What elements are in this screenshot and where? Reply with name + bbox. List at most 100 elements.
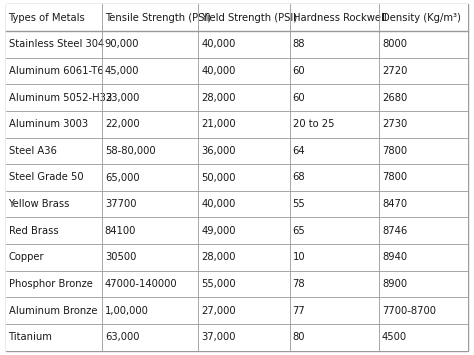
Bar: [6, 84, 102, 111]
Bar: [102, 31, 198, 58]
Text: 21,000: 21,000: [201, 119, 236, 129]
Text: 2680: 2680: [382, 93, 407, 103]
Text: 8470: 8470: [382, 199, 407, 209]
Bar: [290, 137, 379, 164]
Bar: [6, 218, 102, 244]
Text: 58-80,000: 58-80,000: [105, 146, 155, 156]
Text: Tensile Strength (PSI): Tensile Strength (PSI): [105, 12, 211, 23]
Bar: [290, 297, 379, 324]
Text: 63,000: 63,000: [105, 332, 139, 343]
Bar: [102, 111, 198, 137]
Text: 8000: 8000: [382, 39, 407, 49]
Bar: [102, 297, 198, 324]
Text: 2730: 2730: [382, 119, 407, 129]
Text: Hardness Rockwell: Hardness Rockwell: [292, 12, 386, 23]
Bar: [198, 271, 290, 297]
Bar: [290, 4, 379, 31]
Text: Aluminum 6061-T6: Aluminum 6061-T6: [9, 66, 103, 76]
Text: Phosphor Bronze: Phosphor Bronze: [9, 279, 92, 289]
Text: 28,000: 28,000: [201, 93, 236, 103]
Bar: [379, 4, 468, 31]
Text: 88: 88: [292, 39, 305, 49]
Bar: [198, 58, 290, 84]
Bar: [6, 191, 102, 218]
Bar: [290, 191, 379, 218]
Bar: [198, 31, 290, 58]
Bar: [379, 297, 468, 324]
Bar: [102, 84, 198, 111]
Text: 10: 10: [292, 252, 305, 262]
Text: 49,000: 49,000: [201, 226, 236, 236]
Bar: [102, 58, 198, 84]
Bar: [379, 218, 468, 244]
Bar: [379, 244, 468, 271]
Text: 7700-8700: 7700-8700: [382, 306, 436, 316]
Bar: [6, 111, 102, 137]
Text: 36,000: 36,000: [201, 146, 236, 156]
Text: 40,000: 40,000: [201, 39, 236, 49]
Text: 65: 65: [292, 226, 305, 236]
Bar: [198, 164, 290, 191]
Bar: [6, 137, 102, 164]
Text: Yield Strength (PSI): Yield Strength (PSI): [201, 12, 297, 23]
Text: 8900: 8900: [382, 279, 407, 289]
Text: 8746: 8746: [382, 226, 407, 236]
Text: 20 to 25: 20 to 25: [292, 119, 334, 129]
Bar: [102, 218, 198, 244]
Text: 40,000: 40,000: [201, 66, 236, 76]
Bar: [198, 84, 290, 111]
Bar: [198, 137, 290, 164]
Text: 37,000: 37,000: [201, 332, 236, 343]
Bar: [102, 4, 198, 31]
Bar: [290, 111, 379, 137]
Bar: [6, 4, 102, 31]
Bar: [379, 191, 468, 218]
Bar: [102, 271, 198, 297]
Text: 8940: 8940: [382, 252, 407, 262]
Bar: [6, 164, 102, 191]
Text: 64: 64: [292, 146, 305, 156]
Bar: [379, 84, 468, 111]
Text: 55: 55: [292, 199, 305, 209]
Bar: [290, 31, 379, 58]
Text: 27,000: 27,000: [201, 306, 236, 316]
Bar: [198, 244, 290, 271]
Bar: [379, 164, 468, 191]
Text: 33,000: 33,000: [105, 93, 139, 103]
Bar: [290, 164, 379, 191]
Text: Steel Grade 50: Steel Grade 50: [9, 173, 83, 182]
Text: 60: 60: [292, 93, 305, 103]
Bar: [102, 164, 198, 191]
Bar: [379, 324, 468, 351]
Text: 84100: 84100: [105, 226, 136, 236]
Bar: [290, 84, 379, 111]
Text: 65,000: 65,000: [105, 173, 139, 182]
Bar: [198, 191, 290, 218]
Bar: [379, 111, 468, 137]
Text: Density (Kg/m³): Density (Kg/m³): [382, 12, 461, 23]
Text: 60: 60: [292, 66, 305, 76]
Text: 50,000: 50,000: [201, 173, 236, 182]
Bar: [379, 31, 468, 58]
Text: 78: 78: [292, 279, 305, 289]
Bar: [6, 297, 102, 324]
Text: Steel A36: Steel A36: [9, 146, 56, 156]
Text: Stainless Steel 304: Stainless Steel 304: [9, 39, 104, 49]
Text: 40,000: 40,000: [201, 199, 236, 209]
Text: 45,000: 45,000: [105, 66, 139, 76]
Text: Copper: Copper: [9, 252, 44, 262]
Text: Red Brass: Red Brass: [9, 226, 58, 236]
Bar: [102, 137, 198, 164]
Bar: [6, 244, 102, 271]
Bar: [102, 324, 198, 351]
Bar: [102, 191, 198, 218]
Bar: [198, 218, 290, 244]
Bar: [290, 58, 379, 84]
Bar: [198, 4, 290, 31]
Text: 7800: 7800: [382, 173, 407, 182]
Text: Aluminum Bronze: Aluminum Bronze: [9, 306, 97, 316]
Bar: [290, 271, 379, 297]
Bar: [290, 244, 379, 271]
Text: 37700: 37700: [105, 199, 137, 209]
Bar: [290, 218, 379, 244]
